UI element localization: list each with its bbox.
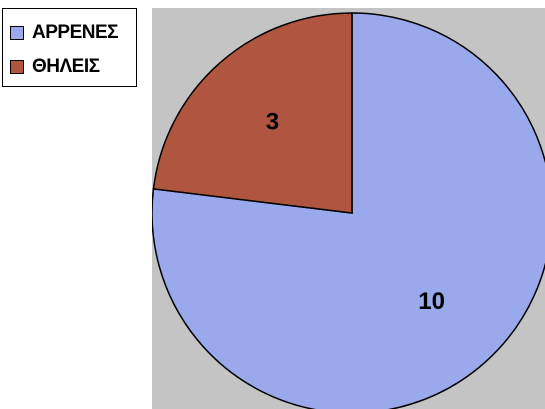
pie-data-label-1: 3: [266, 109, 279, 136]
legend-item-thileis: ΘΗΛΕΙΣ: [10, 50, 136, 84]
legend-item-arrenes: ΑΡΡΕΝΕΣ: [10, 16, 136, 50]
legend-swatch-thileis: [10, 60, 24, 74]
legend-label-thileis: ΘΗΛΕΙΣ: [32, 56, 100, 77]
chart-legend: ΑΡΡΕΝΕΣ ΘΗΛΕΙΣ: [2, 8, 137, 87]
legend-swatch-arrenes: [10, 26, 24, 40]
pie-chart: 10 3: [152, 12, 545, 409]
pie-data-label-0: 10: [418, 288, 445, 315]
legend-label-arrenes: ΑΡΡΕΝΕΣ: [32, 22, 119, 43]
pie-slice-1: [152, 12, 353, 214]
plot-area: 10 3: [152, 8, 545, 409]
pie-slice-0: [152, 12, 545, 409]
